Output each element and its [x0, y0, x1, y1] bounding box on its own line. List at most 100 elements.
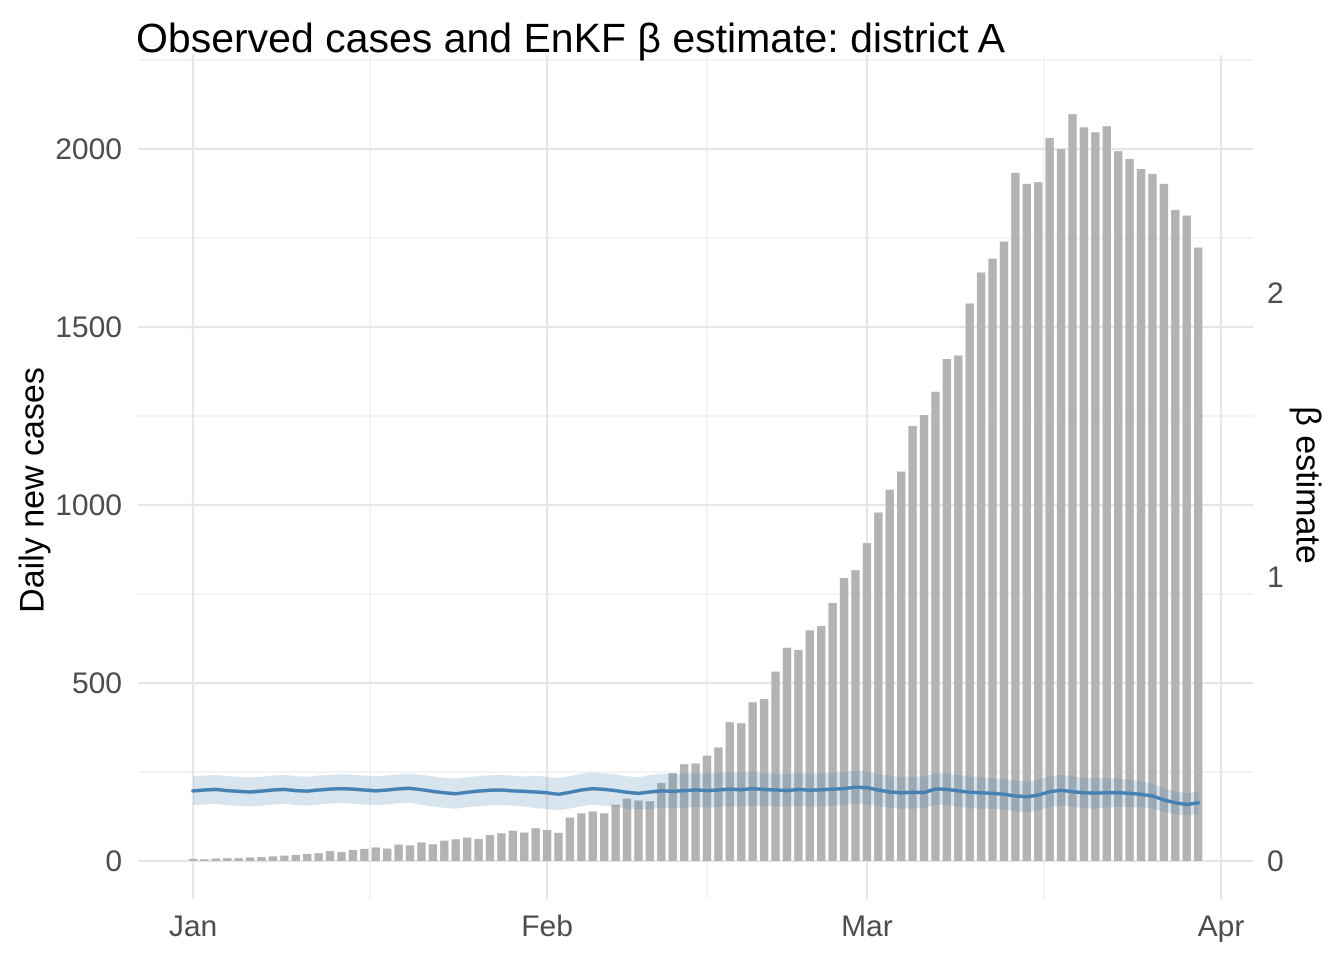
- beta-mean-line: [191, 785, 1200, 807]
- case-bar: [337, 852, 346, 861]
- case-bar: [737, 723, 746, 861]
- case-bar: [1125, 158, 1134, 861]
- left-axis-tick-label: 500: [72, 667, 122, 700]
- case-bar: [1136, 168, 1146, 861]
- case-bar: [634, 800, 643, 861]
- case-bar: [1045, 137, 1054, 862]
- case-bar: [451, 839, 460, 861]
- case-bar: [714, 747, 723, 861]
- case-bar: [702, 755, 712, 861]
- right-axis-tick-label: 1: [1267, 561, 1284, 594]
- case-bar: [600, 813, 609, 861]
- case-bar: [851, 570, 860, 861]
- case-bar: [657, 783, 666, 861]
- left-axis-tick-label: 2000: [55, 133, 122, 166]
- case-bar: [931, 391, 940, 861]
- case-bar: [999, 241, 1009, 861]
- case-bar: [896, 471, 906, 861]
- case-bar: [908, 425, 917, 861]
- case-bar: [1011, 172, 1020, 862]
- case-bar: [1148, 173, 1157, 862]
- case-bar: [817, 626, 826, 861]
- case-bar: [668, 773, 677, 861]
- x-axis-tick-label: Jan: [169, 910, 217, 943]
- case-bar: [360, 848, 369, 861]
- x-axis-tick-label: Apr: [1198, 910, 1245, 943]
- case-bar: [771, 671, 780, 861]
- case-bar: [1056, 149, 1066, 861]
- case-bar: [679, 764, 689, 861]
- case-bar: [531, 828, 540, 861]
- case-bar: [577, 813, 586, 861]
- case-bar: [954, 355, 963, 861]
- case-bar: [794, 649, 803, 861]
- case-bar: [645, 801, 655, 861]
- case-bar: [405, 845, 415, 861]
- beta-ci-ribbon: [193, 770, 1199, 816]
- case-bar: [291, 854, 300, 861]
- case-bar: [234, 858, 243, 861]
- case-bar: [542, 830, 552, 861]
- case-bar: [485, 835, 495, 861]
- case-bar: [394, 844, 403, 861]
- case-bar: [462, 837, 472, 861]
- case-bar: [748, 702, 757, 861]
- case-bar: [885, 489, 894, 861]
- case-bar: [725, 722, 735, 861]
- case-bar: [862, 543, 872, 861]
- case-bar: [417, 842, 426, 861]
- case-bar: [200, 859, 209, 861]
- case-bar: [965, 303, 974, 861]
- case-bar: [520, 832, 529, 861]
- case-bar: [976, 272, 986, 862]
- case-bar: [508, 830, 518, 861]
- case-bar: [611, 804, 620, 861]
- case-bar: [223, 858, 232, 861]
- case-bar: [691, 763, 700, 861]
- case-bar: [622, 798, 632, 861]
- case-bar: [805, 630, 814, 861]
- case-bar: [428, 844, 438, 861]
- chart-title: Observed cases and EnKF β estimate: dist…: [136, 15, 1006, 61]
- case-bar: [245, 857, 255, 861]
- case-bar: [988, 258, 997, 861]
- case-bar: [497, 833, 506, 861]
- case-bar: [314, 853, 323, 861]
- left-axis-tick-label: 1500: [55, 311, 122, 344]
- case-bar: [1068, 114, 1077, 861]
- case-bar: [211, 858, 221, 861]
- case-bar: [839, 577, 849, 861]
- case-bar: [371, 847, 380, 861]
- x-axis-tick-label: Mar: [841, 910, 893, 943]
- case-bar: [440, 840, 449, 861]
- right-axis-title: β estimate: [1288, 406, 1327, 564]
- case-bar: [1193, 247, 1203, 861]
- case-bar: [1114, 151, 1123, 862]
- case-bar: [268, 856, 278, 861]
- left-axis-tick-label: 0: [105, 845, 122, 878]
- case-bar: [1182, 215, 1191, 861]
- case-bar: [303, 853, 312, 861]
- case-bar: [257, 857, 266, 861]
- case-bar: [1079, 127, 1089, 861]
- left-axis-title: Daily new cases: [13, 367, 52, 613]
- left-axis-tick-label: 1000: [55, 489, 122, 522]
- right-axis-tick-label: 0: [1267, 845, 1284, 878]
- case-bar: [348, 849, 358, 861]
- x-axis-tick-label: Feb: [521, 910, 573, 943]
- case-bar: [325, 851, 335, 861]
- case-bar: [565, 817, 575, 861]
- case-bar: [759, 699, 769, 861]
- case-bar: [942, 359, 952, 861]
- case-bar: [280, 855, 289, 861]
- case-bar: [1159, 183, 1169, 861]
- case-bar: [1034, 182, 1043, 861]
- right-axis-tick-label: 2: [1267, 277, 1284, 310]
- case-bar: [1102, 126, 1111, 861]
- case-bar: [474, 838, 483, 861]
- case-bar: [1171, 209, 1180, 862]
- case-bar: [874, 512, 883, 861]
- case-bar: [782, 647, 792, 861]
- case-bar: [382, 848, 392, 861]
